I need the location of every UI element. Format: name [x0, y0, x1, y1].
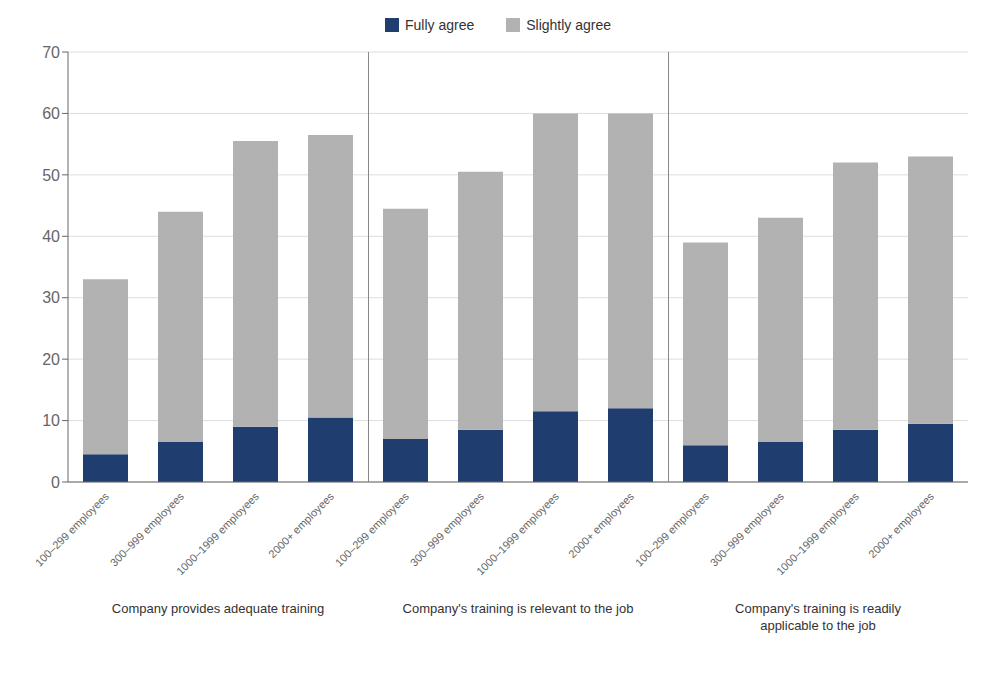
svg-text:60: 60: [42, 105, 60, 122]
html-text:Company provides adequate trai: Company provides adequate training: [111, 601, 325, 616]
svg-text:100–299 employees: 100–299 employees: [333, 490, 412, 569]
svg-text:10: 10: [42, 412, 60, 429]
html-text:Company's training is relevant: Company's training is relevant to the jo…: [402, 601, 634, 616]
svg-text:300–999 employees: 300–999 employees: [708, 490, 787, 569]
svg-text:0: 0: [51, 474, 60, 491]
svg-text:100–299 employees: 100–299 employees: [33, 490, 112, 569]
svg-text:70: 70: [42, 44, 60, 61]
svg-text:40: 40: [42, 228, 60, 245]
svg-text:300–999 employees: 300–999 employees: [408, 490, 487, 569]
svg-text:1000–1999 employees: 1000–1999 employees: [474, 490, 562, 578]
svg-text:100–299 employees: 100–299 employees: [633, 490, 712, 569]
svg-text:1000–1999 employees: 1000–1999 employees: [174, 490, 262, 578]
svg-text:30: 30: [42, 289, 60, 306]
html-text:Company's training is readily: Company's training is readily: [735, 601, 901, 616]
html-text:Slightly agree: Slightly agree: [526, 17, 611, 33]
html-text:Fully agree: Fully agree: [405, 17, 475, 33]
html-text:applicable to the job: applicable to the job: [760, 618, 876, 633]
svg-text:2000+ employees: 2000+ employees: [866, 490, 936, 560]
svg-text:2000+ employees: 2000+ employees: [566, 490, 636, 560]
svg-text:1000–1999 employees: 1000–1999 employees: [774, 490, 862, 578]
svg-text:50: 50: [42, 167, 60, 184]
svg-text:300–999 employees: 300–999 employees: [108, 490, 187, 569]
svg-text:20: 20: [42, 351, 60, 368]
svg-text:2000+ employees: 2000+ employees: [266, 490, 336, 560]
